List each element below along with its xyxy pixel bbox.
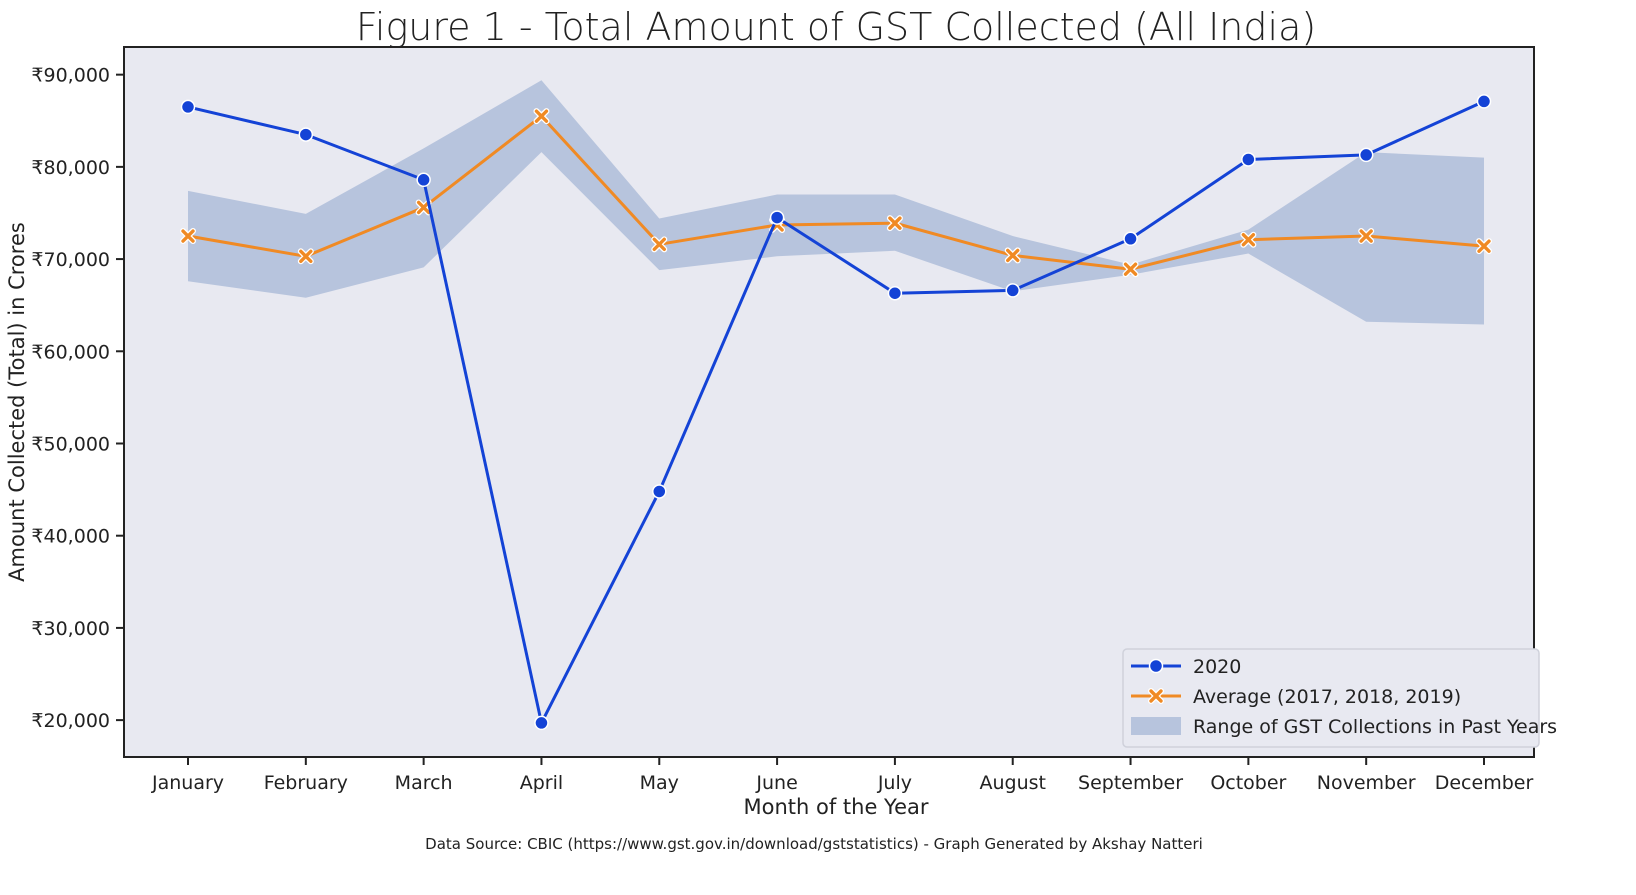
past-years-range-band-layer	[188, 80, 1484, 325]
legend-frame	[1122, 648, 1540, 748]
x-tick-label: August	[979, 772, 1046, 794]
legend: 2020 Average (2017, 2018, 2019) Range of G…	[1122, 648, 1557, 748]
x-tick-label: July	[877, 772, 912, 794]
series-line	[187, 100, 1485, 725]
data-point	[651, 236, 668, 253]
data-point	[1241, 152, 1256, 167]
data-point	[1358, 228, 1375, 245]
x-tick-label: March	[395, 772, 453, 794]
data-point	[1005, 283, 1020, 298]
data-point	[652, 484, 667, 499]
plot-area	[123, 46, 1535, 758]
legend-marker-average	[1148, 688, 1164, 704]
legend-swatch-range	[1131, 717, 1181, 735]
x-tick-label: September	[1078, 772, 1183, 794]
data-point	[886, 215, 903, 232]
data-point	[534, 715, 549, 731]
y-tick-label: ₹60,000	[31, 341, 110, 363]
data-point	[1476, 238, 1492, 255]
x-axis: January February March April May June July Augu…	[151, 757, 1533, 794]
y-axis: ₹20,000 ₹30,000 ₹40,000 ₹50,000 ₹60,000 ₹70,0…	[31, 65, 124, 732]
y-tick-label: ₹70,000	[31, 249, 110, 271]
chart-title: Figure 1 - Total Amount of GST Collected…	[356, 5, 1316, 49]
y-tick-label: ₹90,000	[31, 65, 110, 87]
data-point	[1240, 231, 1257, 248]
data-point	[769, 210, 785, 225]
data-point	[1123, 231, 1138, 247]
y-tick-label: ₹40,000	[31, 526, 110, 548]
data-point	[180, 228, 196, 245]
data-point	[887, 285, 903, 301]
data-point	[533, 108, 550, 125]
x-tick-label: November	[1317, 772, 1416, 794]
data-point	[1004, 247, 1021, 264]
range-band	[188, 80, 1484, 325]
x-tick-label: October	[1210, 772, 1286, 794]
x-tick-label: June	[755, 772, 797, 794]
data-point	[297, 248, 314, 265]
data-source-caption: Data Source: CBIC (https://www.gst.gov.i…	[425, 835, 1203, 853]
x-tick-label: January	[151, 772, 224, 794]
data-point	[416, 172, 431, 188]
data-point	[1122, 261, 1139, 278]
series-2020	[180, 94, 1492, 731]
legend-label-average: Average (2017, 2018, 2019)	[1193, 686, 1461, 708]
series-average	[180, 108, 1492, 278]
y-axis-label: Amount Collected (Total) in Crores	[5, 222, 29, 582]
series-line	[187, 114, 1485, 271]
data-point	[415, 199, 432, 216]
x-axis-label: Month of the Year	[743, 795, 928, 819]
data-point	[298, 127, 314, 142]
y-tick-label: ₹20,000	[31, 710, 110, 732]
x-tick-label: February	[264, 772, 348, 794]
data-point	[1358, 147, 1374, 163]
x-tick-label: May	[640, 772, 679, 794]
y-tick-label: ₹80,000	[31, 157, 110, 179]
y-tick-label: ₹50,000	[31, 433, 110, 455]
x-tick-label: April	[520, 772, 563, 794]
series-layer	[180, 94, 1492, 731]
legend-label-2020: 2020	[1193, 656, 1241, 678]
legend-marker-2020	[1148, 658, 1164, 674]
data-point	[180, 99, 196, 115]
legend-label-range: Range of GST Collections in Past Years	[1193, 716, 1557, 738]
data-point	[1476, 94, 1492, 109]
y-tick-label: ₹30,000	[31, 618, 110, 640]
x-tick-label: December	[1435, 772, 1534, 794]
